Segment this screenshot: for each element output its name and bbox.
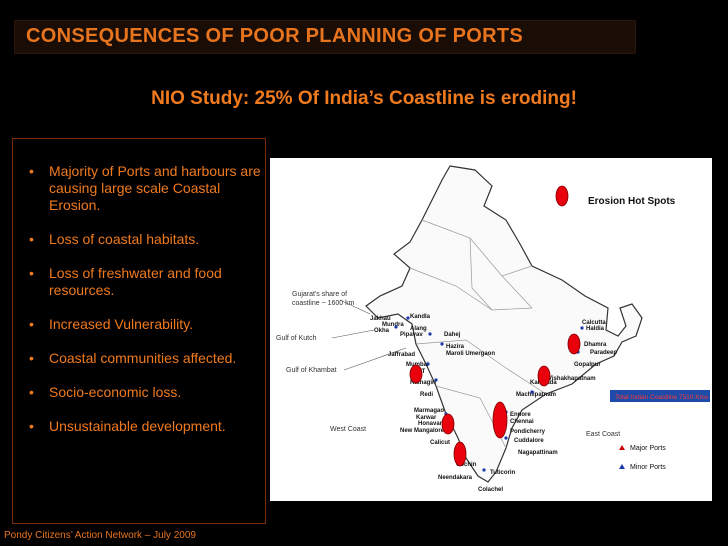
hotspot-legend-label: Erosion Hot Spots xyxy=(588,196,676,207)
minor-port-legend-label: Minor Ports xyxy=(630,464,666,471)
port-nagapattinam: Nagapattinam xyxy=(518,450,558,456)
bullet-text: Loss of coastal habitats. xyxy=(49,231,200,247)
port-new-mangalore: New Mangalore xyxy=(400,428,445,434)
port-calicut: Calicut xyxy=(430,440,450,446)
port-haldia: Haldia xyxy=(586,326,605,332)
bullet-text: Coastal communities affected. xyxy=(49,350,237,366)
bullet-item: • Loss of freshwater and food resources. xyxy=(23,265,263,299)
title-bar: CONSEQUENCES OF POOR PLANNING OF PORTS xyxy=(14,20,636,54)
port-kandla: Kandla xyxy=(410,314,431,320)
port-neendakara: Neendakara xyxy=(438,475,473,481)
bullet-text: Loss of freshwater and food resources. xyxy=(49,265,222,298)
port-mundra: Mundra xyxy=(382,322,404,328)
port-chennai: Chennai xyxy=(510,419,534,425)
port-marker xyxy=(406,316,410,320)
port-machlipatnam: Machlipatnam xyxy=(516,392,556,398)
erosion-hotspot xyxy=(453,441,467,467)
bullet-item: • Socio-economic loss. xyxy=(23,384,263,401)
bullet-text: Socio-economic loss. xyxy=(49,384,182,400)
leader-line xyxy=(331,329,375,339)
coastline-total-label: Total Indian Coastline 7510 Kms xyxy=(615,394,709,401)
hotspot-legend-icon xyxy=(555,185,569,207)
port-redi: Redi xyxy=(420,392,433,398)
erosion-hotspot xyxy=(441,413,455,435)
port-paradeep: Paradeep xyxy=(590,350,617,356)
bullet-icon: • xyxy=(29,384,34,400)
port-marker xyxy=(580,326,584,330)
port-pondicherry: Pondicherry xyxy=(510,429,546,435)
port-calcutta: Calcutta xyxy=(582,320,606,326)
erosion-hotspot xyxy=(537,365,551,387)
port-vishakhapatnam: Vishakhapatnam xyxy=(548,376,596,382)
bullet-text: Majority of Ports and harbours are causi… xyxy=(49,163,261,213)
port-gopalpur: Gopalpur xyxy=(574,362,601,368)
erosion-hotspot xyxy=(409,364,423,384)
port-colachel: Colachel xyxy=(478,487,503,493)
port-cuddalore: Cuddalore xyxy=(514,438,544,444)
port-marker xyxy=(530,390,534,394)
port-dahej: Dahej xyxy=(444,332,461,338)
west-coast-label: West Coast xyxy=(330,426,366,433)
bullet-icon: • xyxy=(29,231,34,247)
coastline-total-box xyxy=(610,390,710,402)
footer-text: Pondy Citizens’ Action Network – July 20… xyxy=(4,530,196,541)
port-marmagao: Marmagao xyxy=(414,408,444,414)
gulf-kutch-label: Gulf of Kutch xyxy=(276,335,317,342)
gujarat-note-1: Gujarat's share of xyxy=(292,291,347,298)
bullet-item: • Increased Vulnerability. xyxy=(23,316,263,333)
major-port-legend-label: Major Ports xyxy=(630,445,666,452)
bullet-icon: • xyxy=(29,265,34,281)
major-port-legend-icon xyxy=(619,445,625,450)
port-pipavav: Pipavav xyxy=(400,332,423,338)
state-borders xyxy=(409,219,547,449)
gulf-khambat-label: Gulf of Khambat xyxy=(286,367,337,374)
bullet-panel: • Majority of Ports and harbours are caus… xyxy=(12,138,266,524)
port-alang: Alang xyxy=(410,326,427,332)
india-coastline-map: Gujarat's share of coastline ~ 1600 km G… xyxy=(270,158,712,501)
port-karwar: Karwar xyxy=(416,415,437,421)
bullet-item: • Unsustainable development. xyxy=(23,418,263,435)
bullet-list: • Majority of Ports and harbours are caus… xyxy=(23,163,263,452)
erosion-hotspot xyxy=(492,401,508,439)
bullet-icon: • xyxy=(29,350,34,366)
port-hazira: Hazira xyxy=(446,344,465,350)
port-ratnagiri: Ratnagiri xyxy=(410,380,436,386)
port-marker xyxy=(440,342,444,346)
east-coast-label: East Coast xyxy=(586,431,620,438)
port-marker xyxy=(428,332,432,336)
map-svg: Gujarat's share of coastline ~ 1600 km G… xyxy=(276,165,710,493)
erosion-hotspot xyxy=(567,333,581,355)
india-outline xyxy=(365,165,643,483)
minor-port-legend-icon xyxy=(619,464,625,469)
slide-title: CONSEQUENCES OF POOR PLANNING OF PORTS xyxy=(26,25,523,47)
bullet-icon: • xyxy=(29,316,34,332)
port-marker xyxy=(504,436,508,440)
leader-line xyxy=(339,299,371,315)
port-marker xyxy=(434,378,438,382)
bullet-icon: • xyxy=(29,418,34,434)
bullet-item: • Loss of coastal habitats. xyxy=(23,231,263,248)
port-marker xyxy=(482,468,486,472)
port-jaffrabad: Jaffrabad xyxy=(388,352,415,358)
bullet-text: Increased Vulnerability. xyxy=(49,316,193,332)
leader-line xyxy=(343,347,407,371)
bullet-item: • Coastal communities affected. xyxy=(23,350,263,367)
port-dhamra: Dhamra xyxy=(584,342,607,348)
port-okha: Okha xyxy=(374,328,390,334)
bullet-text: Unsustainable development. xyxy=(49,418,226,434)
slide-subtitle: NIO Study: 25% Of India’s Coastline is e… xyxy=(151,88,577,109)
port-marker xyxy=(426,362,430,366)
port-jakhau: Jakhau xyxy=(370,316,391,322)
bullet-item: • Majority of Ports and harbours are caus… xyxy=(23,163,263,214)
bullet-icon: • xyxy=(29,163,34,179)
port-cochin: Cochin xyxy=(456,462,477,468)
gujarat-note-2: coastline ~ 1600 km xyxy=(292,300,355,307)
port-ennore: Ennore xyxy=(510,412,531,418)
port-marker xyxy=(394,325,398,329)
port-maroli: Maroli Umergaon xyxy=(446,351,495,357)
port-honavar: Honavar xyxy=(418,421,443,427)
port-tuticorin: Tuticorin xyxy=(490,470,516,476)
